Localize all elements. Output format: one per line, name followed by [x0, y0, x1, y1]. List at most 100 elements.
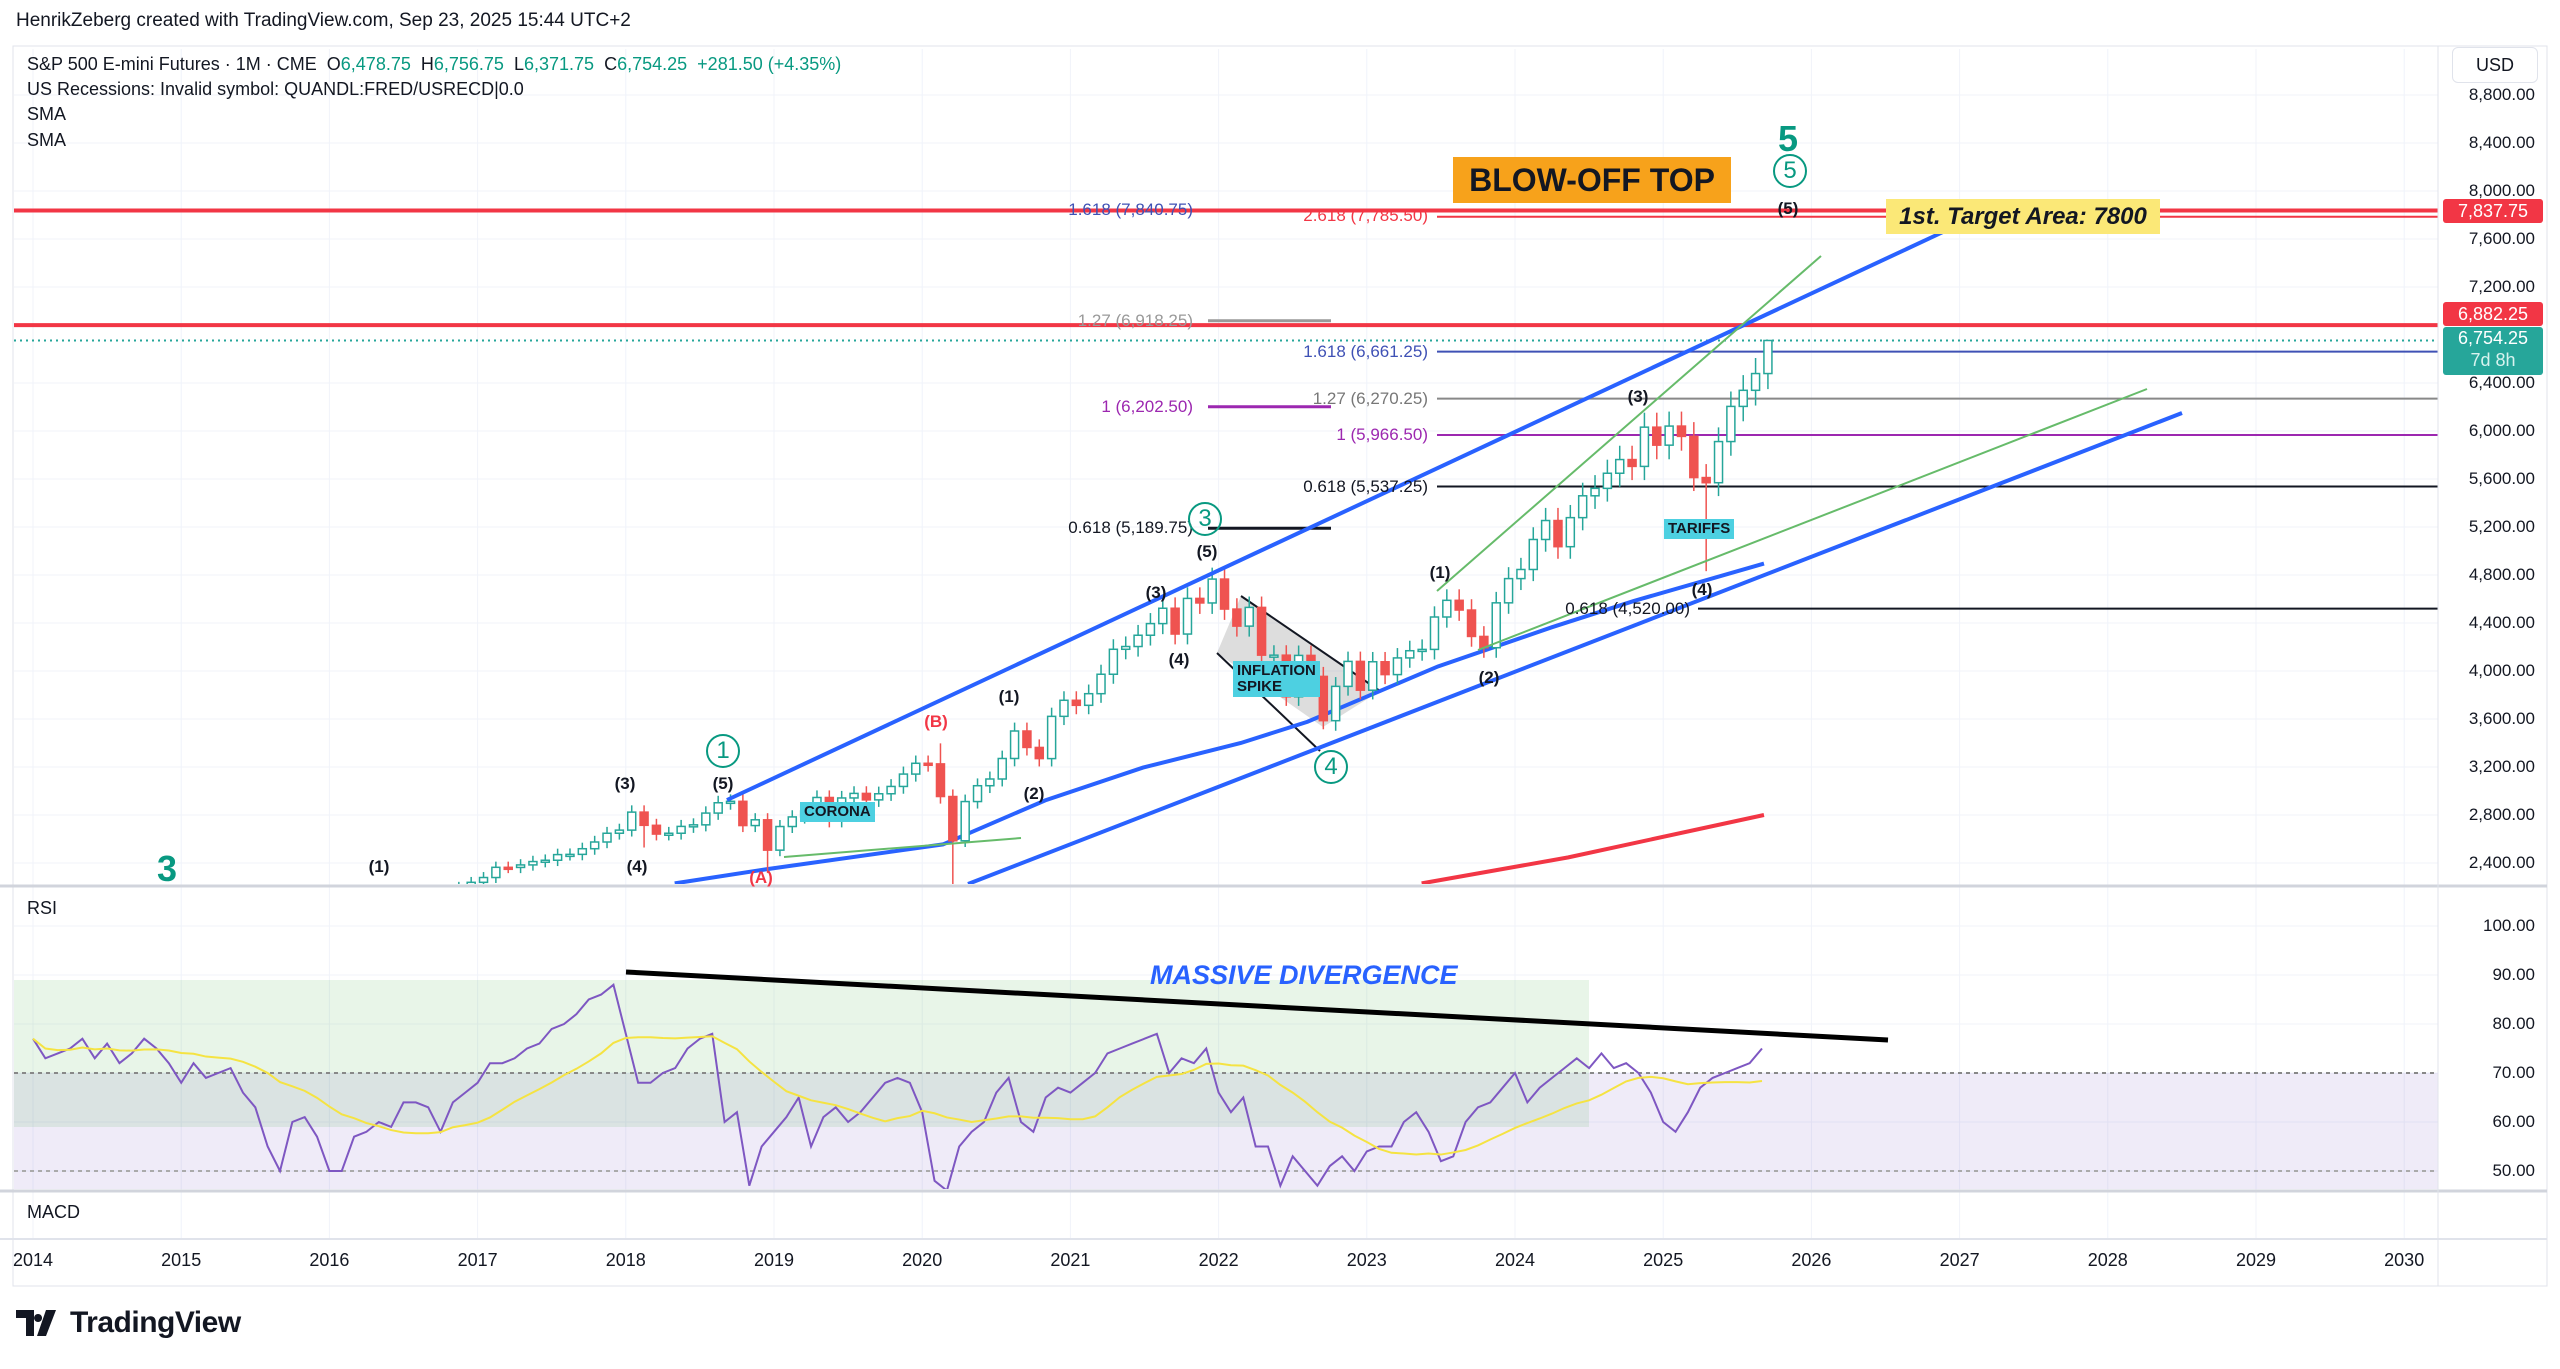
inflation-spike-label[interactable]: INFLATION SPIKE [1233, 661, 1320, 697]
rsi-pane-title[interactable]: RSI [27, 898, 58, 918]
fib-label: 0.618 (5,537.25) [1303, 477, 1428, 496]
time-tick: 2016 [309, 1250, 350, 1270]
time-tick: 2030 [2384, 1250, 2425, 1270]
time-tick: 2024 [1494, 1250, 1536, 1270]
candle [1330, 677, 1341, 731]
candle [775, 820, 785, 857]
rsi-pane [32, 983, 1763, 1189]
candle-body [466, 881, 476, 884]
target-area-label[interactable]: 1st. Target Area: 7800 [1886, 199, 2160, 234]
candle [491, 861, 501, 883]
candle-body [1750, 372, 1761, 392]
candle-body [960, 800, 970, 842]
candle [1466, 599, 1477, 647]
corona-label[interactable]: CORONA [800, 802, 875, 822]
rsi-line [32, 983, 1763, 1189]
candle [787, 810, 798, 834]
candle [1318, 666, 1329, 730]
candle [911, 755, 921, 782]
candle-body [762, 819, 773, 851]
candle-body [1145, 622, 1156, 636]
rsi-band [14, 1073, 2438, 1189]
candle-body [676, 825, 686, 834]
candle [1639, 412, 1650, 481]
price-tick: 8,400.00 [2468, 133, 2535, 152]
candle-body [1219, 578, 1230, 610]
macd-pane-title[interactable]: MACD [27, 1202, 80, 1222]
open-value: 6,478.75 [340, 54, 411, 74]
price-tick: 2,400.00 [2468, 853, 2535, 872]
rsi-tick: 90.00 [2492, 965, 2535, 984]
candle [1343, 651, 1353, 696]
candle [1577, 482, 1588, 531]
candle [1565, 504, 1576, 559]
candle [651, 818, 662, 841]
candle-body [491, 866, 501, 879]
candle [762, 813, 773, 874]
candle [1158, 597, 1168, 635]
candle [960, 794, 970, 848]
candle [873, 786, 884, 807]
legend-sma-1[interactable]: SMA [27, 104, 67, 124]
candle-body [948, 795, 958, 842]
candle-body [1059, 699, 1069, 718]
candle [738, 794, 748, 833]
fib-label: 0.618 (5,189.75) [1068, 518, 1193, 537]
candle-body [1318, 675, 1329, 722]
divergence-trendline[interactable] [625, 969, 1889, 1043]
candle-body [515, 864, 526, 869]
candle-body [738, 800, 748, 827]
candle [1429, 606, 1440, 660]
candle-body [1738, 389, 1748, 408]
candle [750, 813, 760, 833]
wave-label: (4) [626, 857, 648, 876]
blow-off-top-label[interactable]: BLOW-OFF TOP [1453, 157, 1731, 203]
candle-body [985, 778, 995, 787]
fib-label: 2.618 (7,785.50) [1303, 206, 1428, 225]
price-pane [14, 208, 2438, 923]
time-tick: 2021 [1050, 1250, 1091, 1270]
candle-body [1108, 648, 1119, 675]
candle-body [1713, 440, 1724, 484]
tariffs-label[interactable]: TARIFFS [1664, 519, 1735, 539]
fib-label: 1.618 (6,661.25) [1303, 342, 1428, 361]
candle-body [418, 890, 426, 892]
candle-body [589, 841, 600, 850]
candle-body [1627, 458, 1637, 468]
divergence-label[interactable]: MASSIVE DIVERGENCE [1150, 960, 1458, 990]
tradingview-logo[interactable]: TradingView [16, 1306, 241, 1340]
candle-body [935, 763, 946, 798]
candle [1442, 589, 1452, 628]
candle-body [1343, 660, 1353, 688]
candle [540, 854, 551, 868]
fib-label: 1.27 (6,270.25) [1312, 389, 1428, 408]
lower-channel-line [967, 411, 2183, 884]
candle [1380, 651, 1390, 685]
price-tick: 8,800.00 [2468, 85, 2535, 104]
time-tick: 2029 [2235, 1250, 2277, 1270]
candle-body [1170, 607, 1180, 635]
candle-body [1207, 578, 1217, 604]
wave-label: (1) [368, 857, 390, 876]
legend-recessions[interactable]: US Recessions: Invalid symbol: QUANDL:FR… [27, 79, 524, 99]
candle [1059, 691, 1069, 726]
currency-button[interactable]: USD [2452, 47, 2538, 83]
legend-sma-2[interactable]: SMA [27, 130, 67, 150]
candle [1763, 339, 1773, 390]
candle-body [1602, 472, 1613, 490]
candle [442, 886, 450, 901]
symbol-name[interactable]: S&P 500 E-mini Futures · 1M · CME [27, 54, 317, 74]
candle-body [430, 890, 438, 892]
candle-body [1133, 634, 1143, 648]
candle-body [1269, 654, 1279, 658]
candle [331, 901, 339, 923]
spike-text: SPIKE [1237, 678, 1283, 695]
fib-label: 1.27 (6,918.25) [1077, 311, 1193, 330]
candle [1182, 587, 1193, 645]
last-price: 6,754.25 [2457, 328, 2529, 348]
wave-label-major-5: 5 [1777, 118, 1799, 159]
candle-body [478, 876, 489, 884]
candle-body [775, 825, 785, 851]
candle-body [1540, 519, 1551, 541]
wave-circle-4: 4 [1314, 750, 1348, 784]
